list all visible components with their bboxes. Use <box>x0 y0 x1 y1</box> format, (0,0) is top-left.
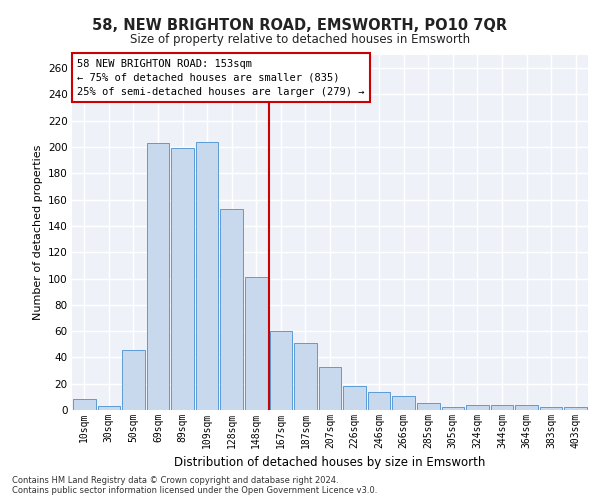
Bar <box>368 392 391 410</box>
Bar <box>515 404 538 410</box>
Bar <box>417 404 440 410</box>
Bar <box>269 331 292 410</box>
Bar <box>98 406 120 410</box>
Bar <box>540 408 562 410</box>
Bar <box>122 350 145 410</box>
Bar <box>171 148 194 410</box>
Bar <box>294 343 317 410</box>
Text: 58, NEW BRIGHTON ROAD, EMSWORTH, PO10 7QR: 58, NEW BRIGHTON ROAD, EMSWORTH, PO10 7Q… <box>92 18 508 32</box>
Bar <box>491 404 514 410</box>
Bar <box>392 396 415 410</box>
X-axis label: Distribution of detached houses by size in Emsworth: Distribution of detached houses by size … <box>175 456 485 469</box>
Bar <box>220 209 243 410</box>
Bar <box>343 386 366 410</box>
Bar <box>245 277 268 410</box>
Y-axis label: Number of detached properties: Number of detached properties <box>32 145 43 320</box>
Bar <box>146 143 169 410</box>
Bar <box>565 408 587 410</box>
Text: Contains HM Land Registry data © Crown copyright and database right 2024.: Contains HM Land Registry data © Crown c… <box>12 476 338 485</box>
Bar <box>442 408 464 410</box>
Text: 58 NEW BRIGHTON ROAD: 153sqm
← 75% of detached houses are smaller (835)
25% of s: 58 NEW BRIGHTON ROAD: 153sqm ← 75% of de… <box>77 58 365 96</box>
Bar <box>73 400 95 410</box>
Bar <box>196 142 218 410</box>
Text: Contains public sector information licensed under the Open Government Licence v3: Contains public sector information licen… <box>12 486 377 495</box>
Bar <box>466 404 489 410</box>
Bar <box>319 366 341 410</box>
Text: Size of property relative to detached houses in Emsworth: Size of property relative to detached ho… <box>130 32 470 46</box>
